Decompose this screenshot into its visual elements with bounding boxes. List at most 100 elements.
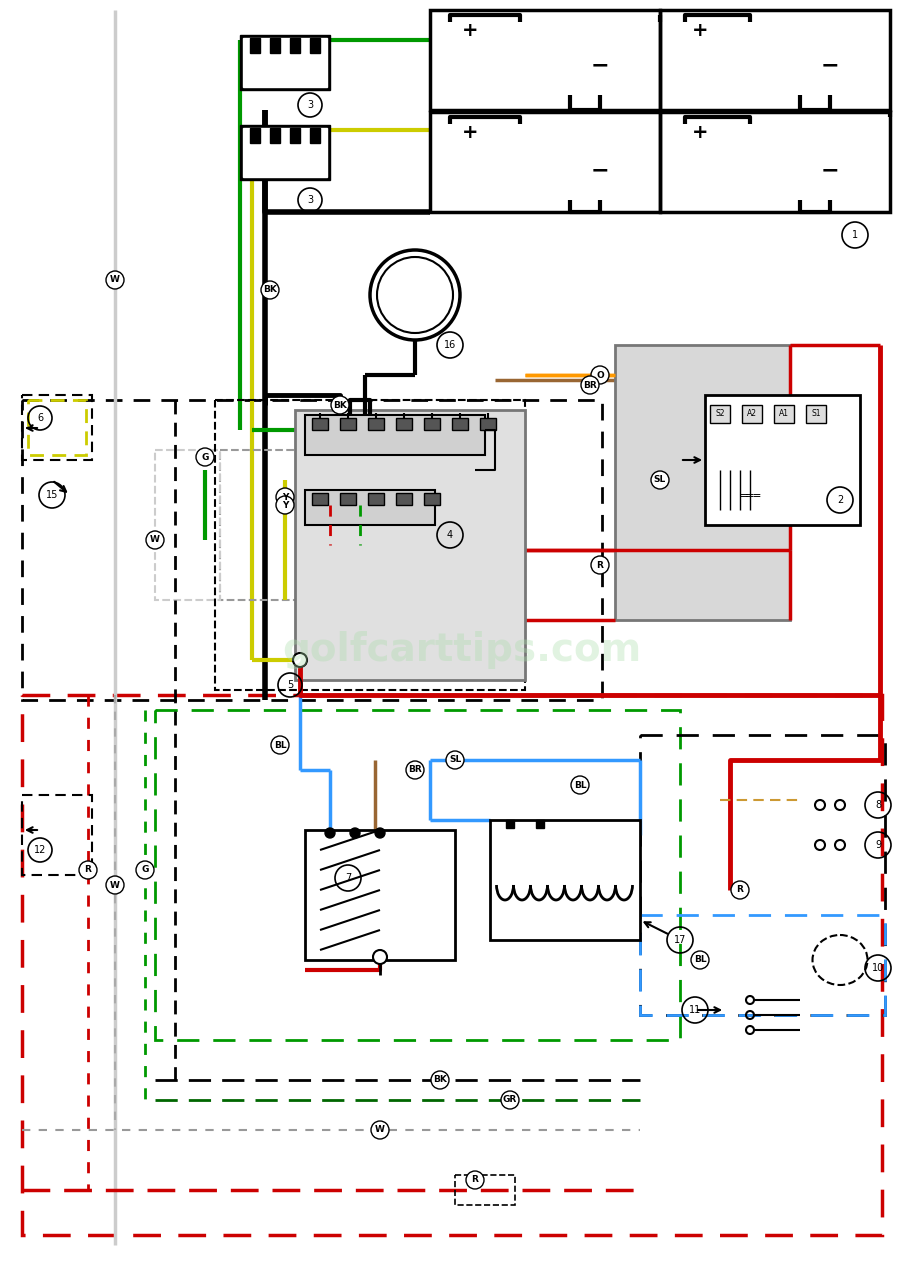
Text: 3: 3 bbox=[307, 100, 313, 110]
Bar bbox=[710, 405, 730, 423]
Bar bbox=[305, 830, 455, 960]
Bar bbox=[480, 418, 496, 429]
Bar bbox=[806, 405, 826, 423]
Text: −: − bbox=[821, 56, 839, 75]
Circle shape bbox=[581, 376, 599, 394]
Bar bbox=[305, 416, 485, 455]
Text: BR: BR bbox=[583, 380, 597, 389]
Bar bbox=[290, 128, 300, 143]
Circle shape bbox=[373, 950, 387, 964]
Bar bbox=[270, 38, 280, 53]
Bar bbox=[22, 400, 602, 700]
Bar bbox=[640, 735, 885, 1015]
Bar bbox=[310, 38, 320, 53]
Text: BL: BL bbox=[274, 740, 286, 749]
Text: +: + bbox=[462, 123, 479, 141]
Circle shape bbox=[466, 1171, 484, 1188]
Circle shape bbox=[375, 829, 385, 837]
Bar bbox=[396, 493, 412, 505]
Bar bbox=[430, 10, 660, 110]
Text: S1: S1 bbox=[811, 409, 821, 418]
Text: 15: 15 bbox=[46, 490, 58, 500]
Text: BK: BK bbox=[263, 285, 277, 294]
Bar bbox=[452, 418, 468, 429]
Text: 16: 16 bbox=[444, 340, 456, 350]
Circle shape bbox=[293, 653, 307, 667]
Circle shape bbox=[331, 397, 349, 414]
Text: R: R bbox=[85, 865, 91, 874]
Text: SL: SL bbox=[654, 475, 666, 485]
Text: R: R bbox=[597, 561, 603, 570]
Bar bbox=[615, 345, 790, 620]
Bar bbox=[310, 128, 320, 143]
Text: +: + bbox=[692, 123, 709, 141]
Text: SL: SL bbox=[449, 755, 461, 764]
Text: 5: 5 bbox=[286, 679, 293, 690]
Text: BK: BK bbox=[433, 1076, 447, 1085]
Text: 3: 3 bbox=[307, 195, 313, 205]
Text: +: + bbox=[462, 20, 479, 39]
Text: golfcarttips.com: golfcarttips.com bbox=[283, 632, 641, 669]
Circle shape bbox=[261, 280, 279, 299]
Text: BL: BL bbox=[694, 956, 706, 965]
Circle shape bbox=[146, 530, 164, 549]
Bar bbox=[250, 128, 260, 143]
Bar bbox=[506, 820, 514, 829]
Bar bbox=[424, 493, 440, 505]
Circle shape bbox=[276, 496, 294, 514]
Bar bbox=[155, 710, 680, 1039]
Text: G: G bbox=[201, 452, 209, 461]
Bar bbox=[424, 418, 440, 429]
Circle shape bbox=[406, 762, 424, 779]
Bar bbox=[774, 405, 794, 423]
Circle shape bbox=[501, 1091, 519, 1109]
Circle shape bbox=[691, 951, 709, 969]
Circle shape bbox=[271, 736, 289, 754]
Text: −: − bbox=[590, 56, 609, 75]
Bar bbox=[290, 38, 300, 53]
Text: ═══: ═══ bbox=[740, 490, 760, 500]
Bar bbox=[660, 112, 890, 212]
Bar bbox=[742, 405, 762, 423]
Text: +: + bbox=[692, 20, 709, 39]
Text: BK: BK bbox=[333, 400, 346, 409]
Circle shape bbox=[591, 366, 609, 384]
Bar bbox=[22, 695, 882, 1235]
Bar bbox=[240, 35, 330, 90]
Circle shape bbox=[276, 488, 294, 506]
Bar bbox=[22, 395, 92, 460]
Text: S2: S2 bbox=[715, 409, 724, 418]
Bar bbox=[396, 418, 412, 429]
Text: W: W bbox=[110, 880, 120, 889]
Text: W: W bbox=[110, 275, 120, 284]
Text: 17: 17 bbox=[674, 935, 687, 945]
Text: O: O bbox=[596, 370, 604, 379]
Bar bbox=[295, 410, 525, 679]
Bar bbox=[215, 400, 525, 690]
Text: 6: 6 bbox=[37, 413, 43, 423]
Bar bbox=[430, 112, 660, 212]
Bar bbox=[340, 493, 356, 505]
Circle shape bbox=[431, 1071, 449, 1089]
Text: 8: 8 bbox=[875, 799, 881, 810]
Bar bbox=[28, 400, 86, 455]
Bar bbox=[705, 395, 860, 525]
Circle shape bbox=[106, 877, 124, 894]
Text: BR: BR bbox=[408, 765, 422, 774]
Text: 4: 4 bbox=[447, 530, 453, 541]
Bar bbox=[340, 418, 356, 429]
Text: 7: 7 bbox=[345, 873, 351, 883]
Bar bbox=[312, 493, 328, 505]
Text: A1: A1 bbox=[779, 409, 789, 418]
Circle shape bbox=[377, 256, 453, 333]
Circle shape bbox=[79, 861, 97, 879]
Bar bbox=[250, 38, 260, 53]
Text: 2: 2 bbox=[837, 495, 843, 505]
Bar bbox=[368, 418, 384, 429]
Bar bbox=[155, 450, 220, 600]
Bar bbox=[22, 794, 92, 875]
Text: Y: Y bbox=[282, 500, 288, 509]
Text: R: R bbox=[736, 885, 744, 894]
Text: Y: Y bbox=[282, 493, 288, 501]
Bar bbox=[490, 820, 640, 940]
